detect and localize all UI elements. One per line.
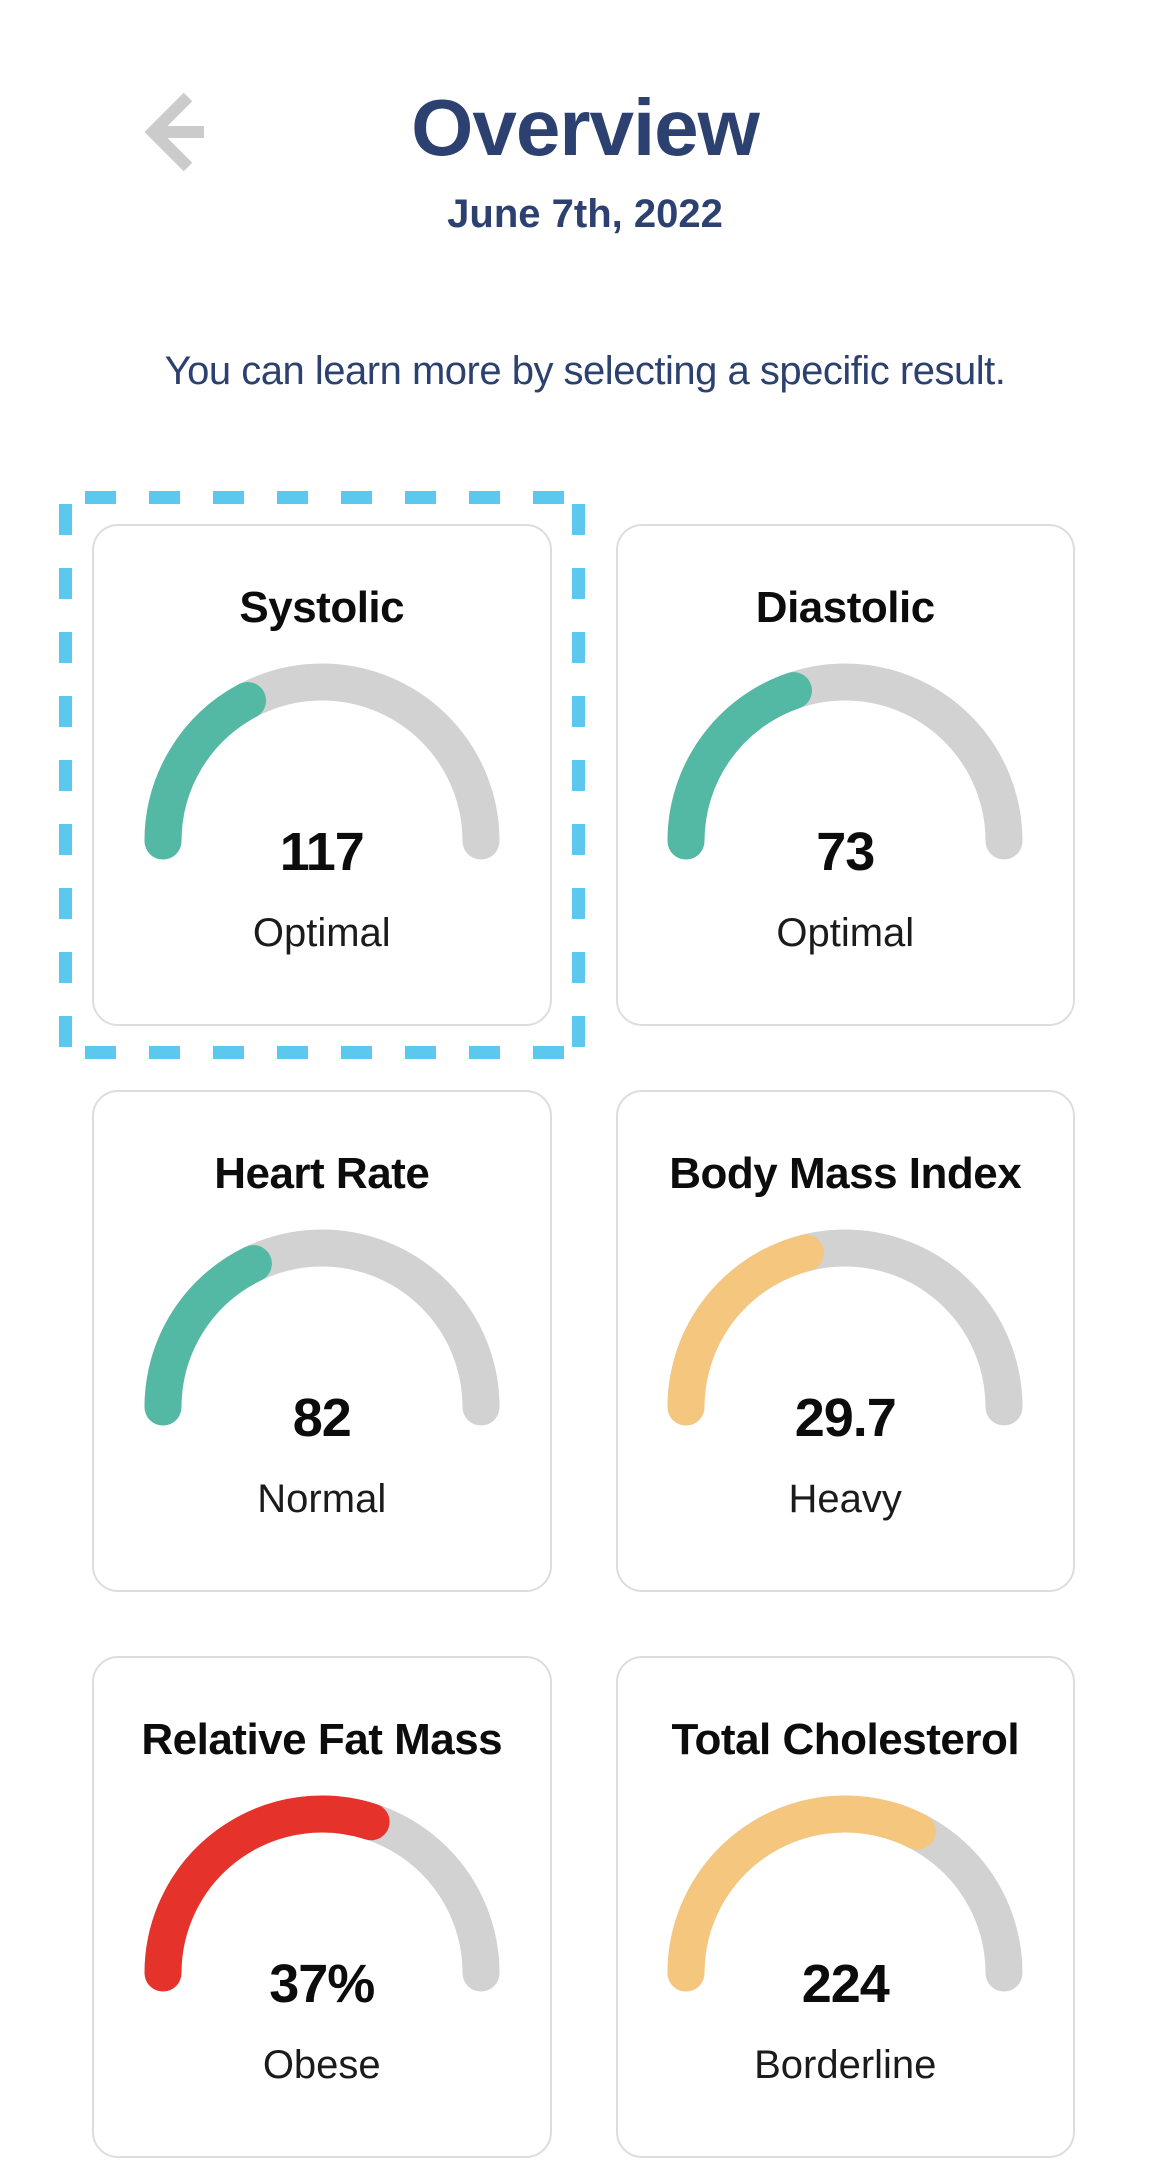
card-title: Body Mass Index [669,1149,1022,1198]
result-card-relative-fat-mass[interactable]: Relative Fat Mass 37% Obese [92,1656,552,2158]
gauge-arc [144,1795,500,1992]
gauge-fill [667,1234,825,1426]
results-grid: Systolic 117 Optimal Diastolic [0,491,1170,2158]
result-card-heart-rate[interactable]: Heart Rate 82 Normal [92,1090,552,1592]
selection-ring-segment [571,491,585,1059]
gauge-value: 117 [279,822,365,882]
result-card-wrapper: Heart Rate 82 Normal [92,1090,552,1592]
subtitle: You can learn more by selecting a specif… [164,349,1006,393]
result-card-wrapper: Diastolic 73 Optimal [615,524,1075,1026]
card-title: Systolic [239,583,405,632]
gauge-arc [144,1229,500,1426]
result-card-systolic[interactable]: Systolic 117 Optimal [92,524,552,1026]
gauge-value: 29.7 [794,1388,897,1448]
gauge-arc [667,663,1023,860]
gauge-value: 73 [816,822,875,882]
gauge: 37% [144,1795,500,2011]
gauge-arc [144,663,500,860]
status-label: Optimal [776,911,915,955]
page-date: June 7th, 2022 [447,192,723,236]
gauge-value: 82 [292,1388,352,1448]
card-title: Diastolic [755,583,935,632]
selection-ring-segment [59,491,585,504]
gauge: 224 [667,1795,1023,2011]
result-card-wrapper: Total Cholesterol 224 Borderline [615,1656,1075,2158]
gauge: 29.7 [667,1229,1023,1445]
status-label: Borderline [754,2043,937,2087]
arrow-left-icon [144,92,204,172]
status-label: Obese [262,2043,381,2087]
result-card-wrapper: Relative Fat Mass 37% Obese [92,1656,552,2158]
gauge-fill [144,682,266,860]
gauge-arc [667,1229,1023,1426]
selection-ring-segment [59,491,72,1059]
status-label: Normal [257,1477,387,1521]
card-title: Relative Fat Mass [141,1715,503,1764]
status-label: Heavy [788,1477,902,1521]
gauge-fill [144,1795,390,1992]
back-button[interactable] [142,90,208,174]
result-card-wrapper: Systolic 117 Optimal [59,491,585,1059]
gauge: 82 [144,1229,500,1445]
gauge: 73 [667,663,1023,879]
gauge: 117 [144,663,500,879]
selection-ring-segment [59,1046,585,1059]
result-card-wrapper: Body Mass Index 29.7 Heavy [615,1090,1075,1592]
gauge-value: 224 [801,1954,890,2014]
header: Overview June 7th, 2022 [0,0,1170,238]
gauge-value: 37% [269,1954,375,2014]
card-title: Heart Rate [214,1149,430,1198]
gauge-fill [144,1245,272,1426]
page-title: Overview [411,83,760,172]
gauge-fill [667,1795,936,1992]
gauge-fill [667,672,813,860]
gauge-arc [667,1795,1023,1992]
result-card-body-mass-index[interactable]: Body Mass Index 29.7 Heavy [615,1090,1075,1592]
result-card-total-cholesterol[interactable]: Total Cholesterol 224 Borderline [615,1656,1075,2158]
status-label: Optimal [252,911,391,955]
result-card-diastolic[interactable]: Diastolic 73 Optimal [615,524,1075,1026]
card-title: Total Cholesterol [671,1715,1020,1764]
